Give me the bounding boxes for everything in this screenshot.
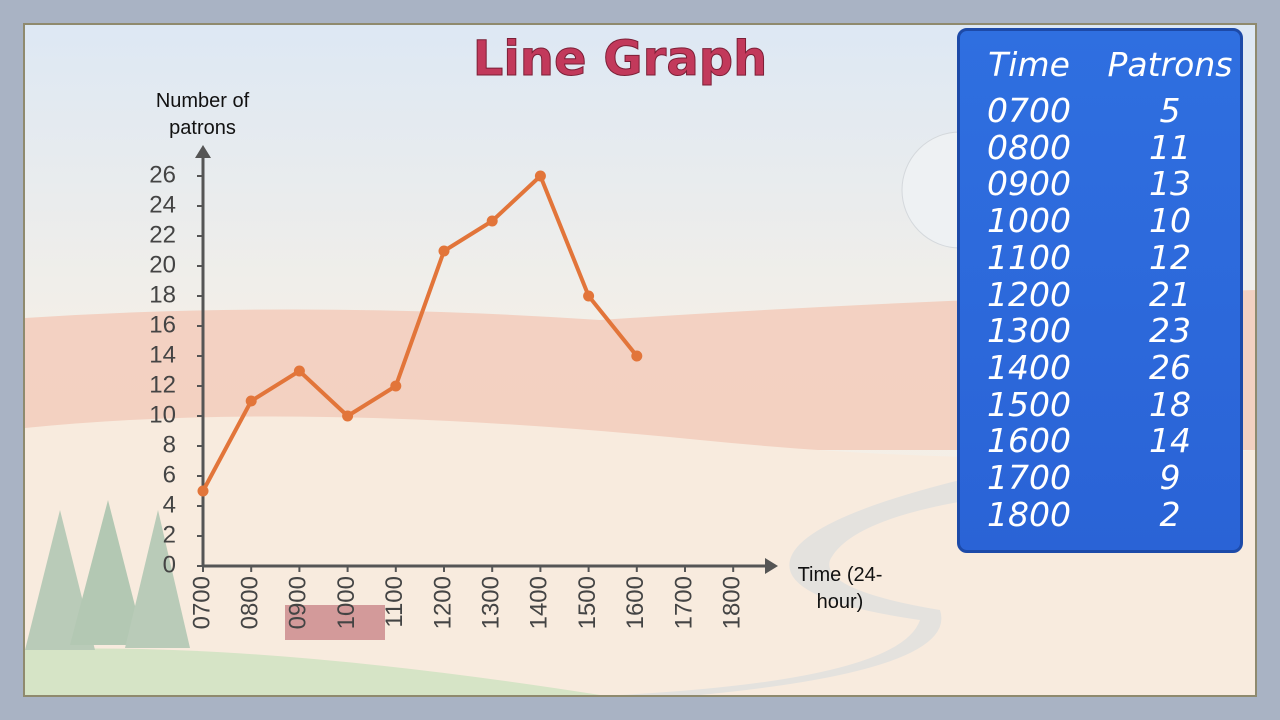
header-cell: Patrons (1107, 45, 1233, 84)
x-tick-label: 1300 (478, 576, 505, 629)
data-point (583, 290, 595, 302)
data-point (534, 170, 546, 182)
x-tick-label: 1600 (622, 576, 649, 629)
table-cell: 14 (1149, 421, 1191, 461)
table-cell: 13 (1149, 164, 1191, 204)
x-tick-label: 1200 (429, 576, 456, 629)
x-tick-label: 0800 (237, 576, 264, 629)
table-cell: 2 (1159, 494, 1181, 534)
table-cell: 1600 (987, 421, 1071, 461)
table-cell: 5 (1159, 91, 1181, 130)
table-cell: 21 (1149, 274, 1191, 314)
x-tick-label: 0700 (188, 576, 215, 629)
x-tick-label: 1700 (670, 576, 697, 629)
x-tick-label: 1800 (719, 576, 746, 629)
table-cell: 12 (1149, 237, 1191, 277)
y-tick-label: 10 (149, 401, 176, 428)
table-cell: 1100 (987, 237, 1071, 277)
data-point (438, 245, 450, 257)
table-row: 1800 2 (960, 494, 1240, 534)
table-cell: 1500 (987, 384, 1071, 424)
x-axis-arrow (765, 558, 778, 574)
table-cell: 1800 (987, 494, 1071, 534)
table-row: 0900 13 (960, 166, 1240, 202)
y-tick-label: 14 (149, 341, 176, 368)
data-point (342, 410, 354, 422)
table-row: 1000 10 (960, 203, 1240, 239)
table-cell: 1400 (987, 347, 1071, 387)
table-row: 0700 5 (960, 93, 1240, 129)
y-axis-arrow (195, 145, 211, 158)
house (285, 605, 385, 640)
y-tick-label: 26 (149, 161, 176, 188)
table-cell: 1300 (987, 311, 1071, 351)
table-cell: 23 (1149, 311, 1191, 351)
table-cell: 1200 (987, 274, 1071, 314)
y-tick-label: 4 (163, 491, 176, 518)
x-tick-label: 1100 (381, 576, 408, 628)
y-axis-title: Number of patrons (155, 90, 250, 139)
y-tick-label: 20 (149, 251, 176, 278)
header-cell: Time (988, 45, 1070, 84)
table-cell: 0900 (987, 164, 1071, 204)
table-row: 1300 23 (960, 313, 1240, 349)
tree (125, 510, 190, 648)
table-row: 1400 26 (960, 347, 1240, 387)
table-cell: 9 (1159, 458, 1181, 497)
hill (25, 290, 1255, 450)
road (620, 480, 970, 695)
y-tick-label: 24 (149, 191, 176, 218)
data-point (486, 215, 498, 227)
table-cell: 1700 (987, 458, 1071, 497)
table-cell: 26 (1149, 347, 1191, 387)
y-tick-label: 18 (149, 281, 176, 308)
x-tick-label: 1000 (333, 576, 360, 629)
data-line (201, 174, 639, 492)
table-row: 1500 18 (960, 384, 1240, 424)
table-row: 1100 12 (960, 237, 1240, 277)
x-tick-label: 1500 (574, 576, 601, 629)
y-tick-label: 0 (163, 551, 176, 578)
tree (25, 510, 95, 650)
table-row: 0800 11 (960, 127, 1240, 167)
table-cell: 1000 (987, 201, 1071, 241)
y-tick-label: 2 (163, 521, 176, 548)
table-cell: 0800 (987, 127, 1071, 167)
x-axis-title: Time (24-hour) (797, 564, 883, 613)
data-point (197, 485, 209, 497)
y-tick-label: 8 (163, 431, 176, 458)
y-tick-label: 16 (149, 311, 176, 338)
y-tick-label: 22 (149, 221, 176, 248)
chart-title: Line Graph (473, 31, 767, 87)
y-tick-label: 6 (163, 461, 176, 488)
grass (25, 648, 600, 695)
data-table: Time Patrons 0700 5 0800 11 0900 13 1000 10 1100… (957, 28, 1243, 553)
data-point (631, 350, 643, 362)
table-cell: 10 (1149, 201, 1191, 241)
table-cell: 18 (1149, 384, 1191, 424)
data-point (390, 380, 402, 392)
y-tick-label: 12 (149, 371, 176, 398)
table-row: 1200 21 (960, 274, 1240, 314)
table-cell: 0700 (987, 91, 1071, 130)
table-row: 1700 9 (960, 460, 1240, 496)
table-row: 1600 14 (960, 423, 1240, 459)
table-header: Time Patrons (960, 47, 1240, 83)
data-point (245, 395, 257, 407)
tree (70, 500, 145, 645)
data-point (293, 365, 305, 377)
x-tick-label: 0900 (285, 576, 312, 629)
table-cell: 11 (1149, 127, 1191, 167)
x-tick-label: 1400 (526, 576, 553, 629)
